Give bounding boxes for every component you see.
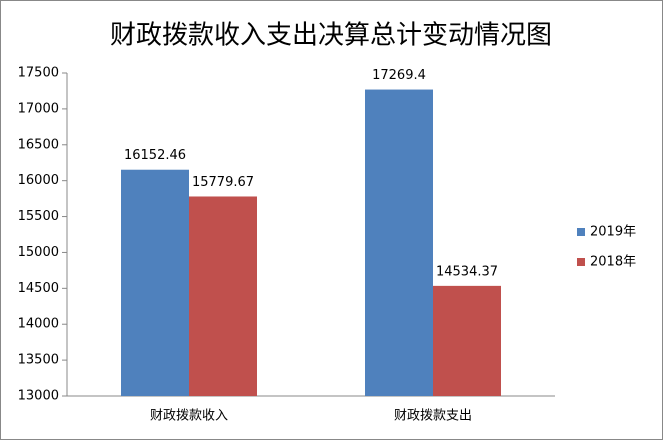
x-tick-label: 财政拨款支出 <box>394 409 472 424</box>
y-tick-label: 17000 <box>18 101 59 116</box>
y-tick-label: 17500 <box>18 66 59 81</box>
bar <box>189 196 257 396</box>
y-tick-label: 14500 <box>18 281 59 296</box>
y-tick-label: 13500 <box>18 353 59 368</box>
data-label: 16152.46 <box>124 148 186 163</box>
legend-swatch <box>577 258 585 266</box>
bar <box>365 89 433 397</box>
x-tick-label: 财政拨款收入 <box>150 409 228 424</box>
chart-title: 财政拨款收入支出决算总计变动情况图 <box>110 21 552 51</box>
data-label: 14534.37 <box>436 264 498 279</box>
bar <box>433 285 501 396</box>
y-tick-label: 13000 <box>18 389 59 404</box>
bar <box>121 169 189 396</box>
y-tick-label: 15500 <box>18 209 59 224</box>
y-tick-label: 14000 <box>18 317 59 332</box>
legend-label: 2018年 <box>590 255 636 270</box>
y-tick-label: 16000 <box>18 173 59 188</box>
data-label: 17269.4 <box>372 68 426 83</box>
y-tick-label: 16500 <box>18 137 59 152</box>
data-label: 15779.67 <box>192 175 254 190</box>
legend-swatch <box>577 228 585 236</box>
legend-label: 2019年 <box>590 225 636 240</box>
y-tick-label: 15000 <box>18 245 59 260</box>
